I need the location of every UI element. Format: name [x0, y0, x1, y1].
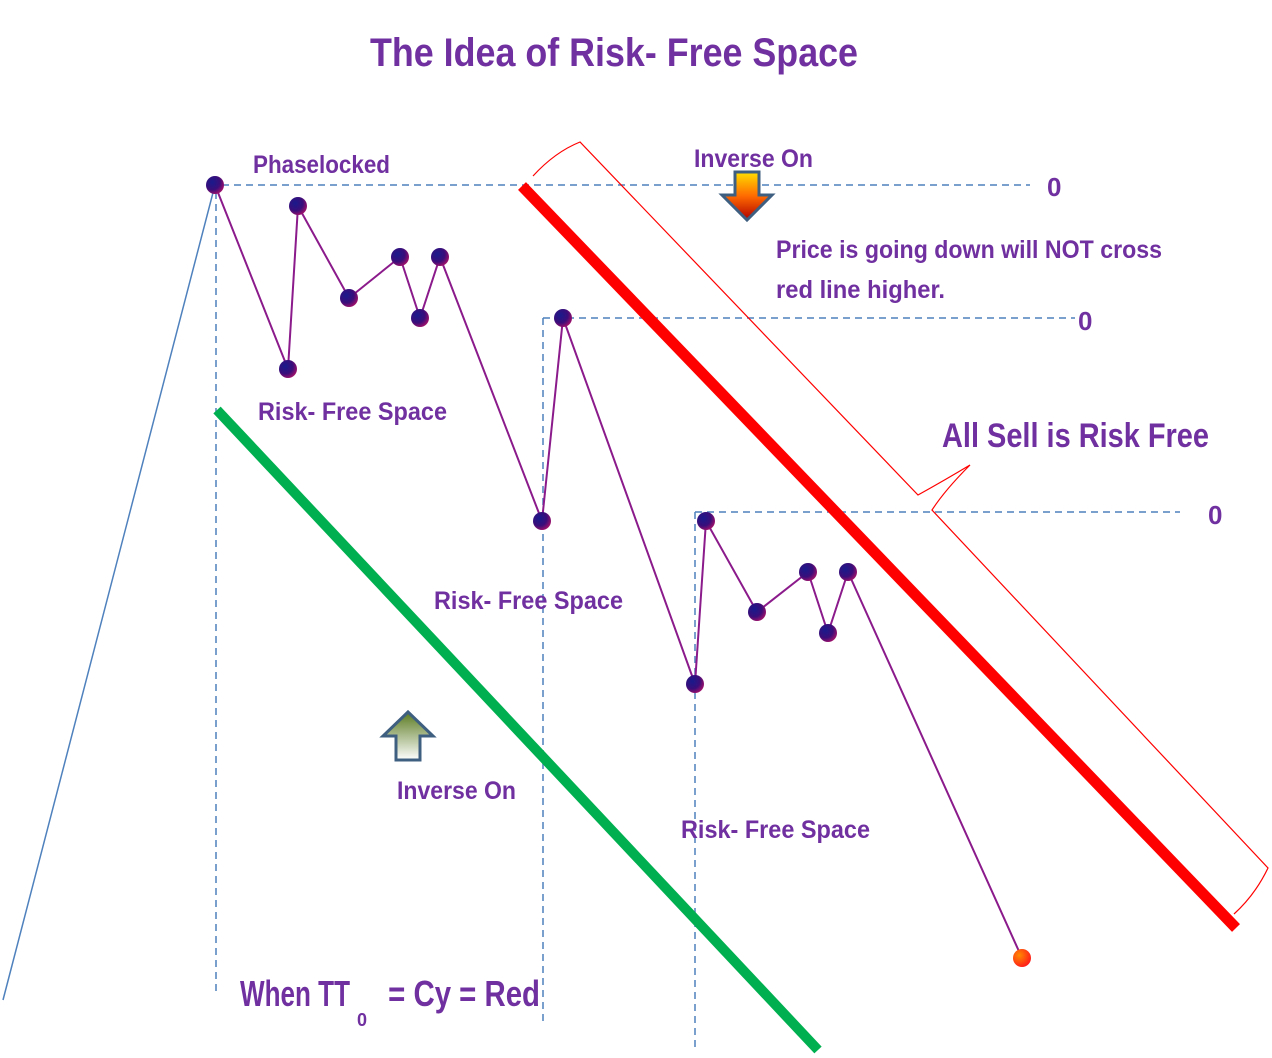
label-inverse-on-top: Inverse On	[694, 145, 813, 173]
price-point	[289, 197, 307, 215]
formula-when: When TT	[240, 973, 350, 1014]
price-point	[697, 512, 715, 530]
label-risk-free-space-2: Risk- Free Space	[434, 587, 623, 615]
formula-subscript: 0	[357, 1010, 367, 1030]
price-point	[340, 289, 358, 307]
rising-trend-line	[2, 184, 216, 1001]
page-title: The Idea of Risk- Free Space	[370, 31, 858, 75]
risk-free-bracket	[532, 141, 1269, 915]
green-support-line	[213, 406, 822, 1054]
label-risk-free-space-1: Risk- Free Space	[258, 398, 447, 426]
zero-label-2: 0	[1078, 306, 1092, 336]
label-all-sell-risk-free: All Sell is Risk Free	[942, 417, 1209, 455]
price-point	[206, 176, 224, 194]
price-point	[391, 248, 409, 266]
note-line-1: Price is going down will NOT cross	[776, 236, 1162, 264]
label-risk-free-space-3: Risk- Free Space	[681, 816, 870, 844]
formula-rest: = Cy = Red	[380, 973, 540, 1014]
price-points	[206, 176, 1031, 967]
price-point	[554, 309, 572, 327]
zero-label-3: 0	[1208, 500, 1222, 530]
down-arrow-icon	[718, 170, 776, 223]
label-phaselocked: Phaselocked	[253, 151, 390, 179]
label-inverse-on-bottom: Inverse On	[397, 777, 516, 805]
price-point	[819, 624, 837, 642]
price-point	[533, 512, 551, 530]
note-line-2: red line higher.	[776, 276, 945, 304]
price-point-final	[1013, 949, 1031, 967]
price-point	[799, 563, 817, 581]
zero-label-1: 0	[1047, 172, 1061, 202]
price-point	[431, 248, 449, 266]
price-path	[214, 184, 1023, 959]
price-point	[839, 563, 857, 581]
red-resistance-line	[518, 182, 1240, 932]
price-point	[411, 309, 429, 327]
price-point	[686, 675, 704, 693]
up-arrow-icon	[379, 709, 437, 762]
price-point	[748, 603, 766, 621]
price-point	[279, 360, 297, 378]
